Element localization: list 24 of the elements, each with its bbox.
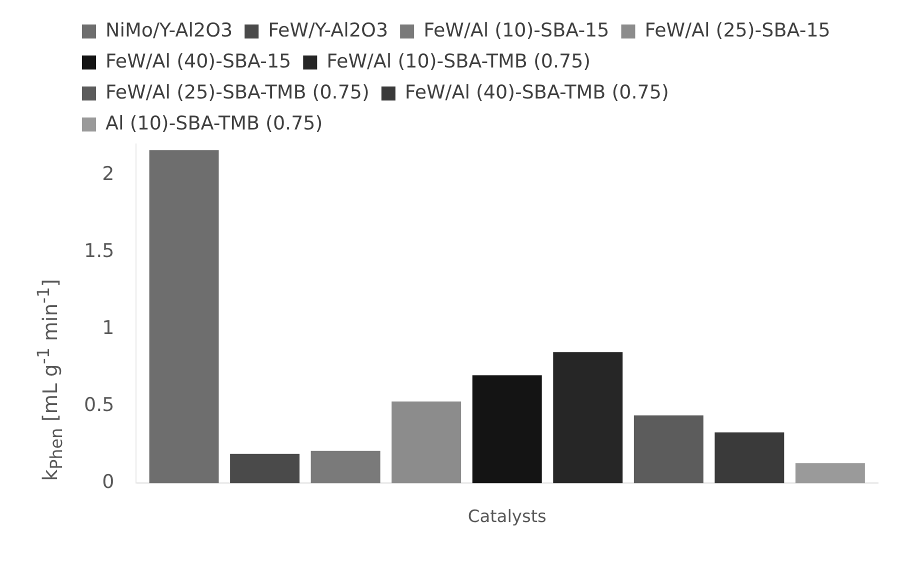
y-tick-label: 0: [102, 471, 114, 494]
legend-label: FeW/Al (10)-SBA-15: [424, 19, 610, 42]
y-tick-label: 1: [102, 316, 114, 339]
bar: [472, 375, 542, 484]
bar: [230, 454, 300, 484]
y-tick-label: 1.5: [84, 240, 114, 262]
legend-label: FeW/Al (40)-SBA-TMB (0.75): [404, 81, 669, 104]
y-tick-label: 0.5: [84, 394, 114, 416]
bar: [149, 150, 219, 484]
bar: [392, 401, 462, 484]
legend-label: NiMo/Y-Al2O3: [106, 19, 233, 42]
legend-label: Al (10)-SBA-TMB (0.75): [106, 112, 323, 134]
bar: [310, 450, 380, 484]
y-tick-label: 2: [102, 162, 114, 185]
legend-label: FeW/Al (25)-SBA-TMB (0.75): [106, 81, 370, 104]
bar: [795, 463, 865, 484]
bar: [634, 415, 704, 484]
bar: [714, 432, 784, 484]
legend-label: FeW/Al (25)-SBA-15: [644, 19, 830, 42]
x-axis-title: Catalysts: [468, 507, 547, 528]
bar: [553, 352, 623, 484]
legend-label: FeW/Al (10)-SBA-TMB (0.75): [326, 50, 591, 72]
legend-label: FeW/Y-Al2O3: [268, 19, 388, 42]
legend-label: FeW/Al (40)-SBA-15: [106, 50, 292, 72]
